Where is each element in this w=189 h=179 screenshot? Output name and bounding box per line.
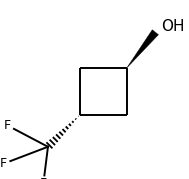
- Text: OH: OH: [161, 19, 184, 34]
- Text: F: F: [40, 177, 47, 179]
- Text: F: F: [0, 158, 6, 170]
- Text: F: F: [3, 119, 10, 132]
- Polygon shape: [127, 30, 158, 68]
